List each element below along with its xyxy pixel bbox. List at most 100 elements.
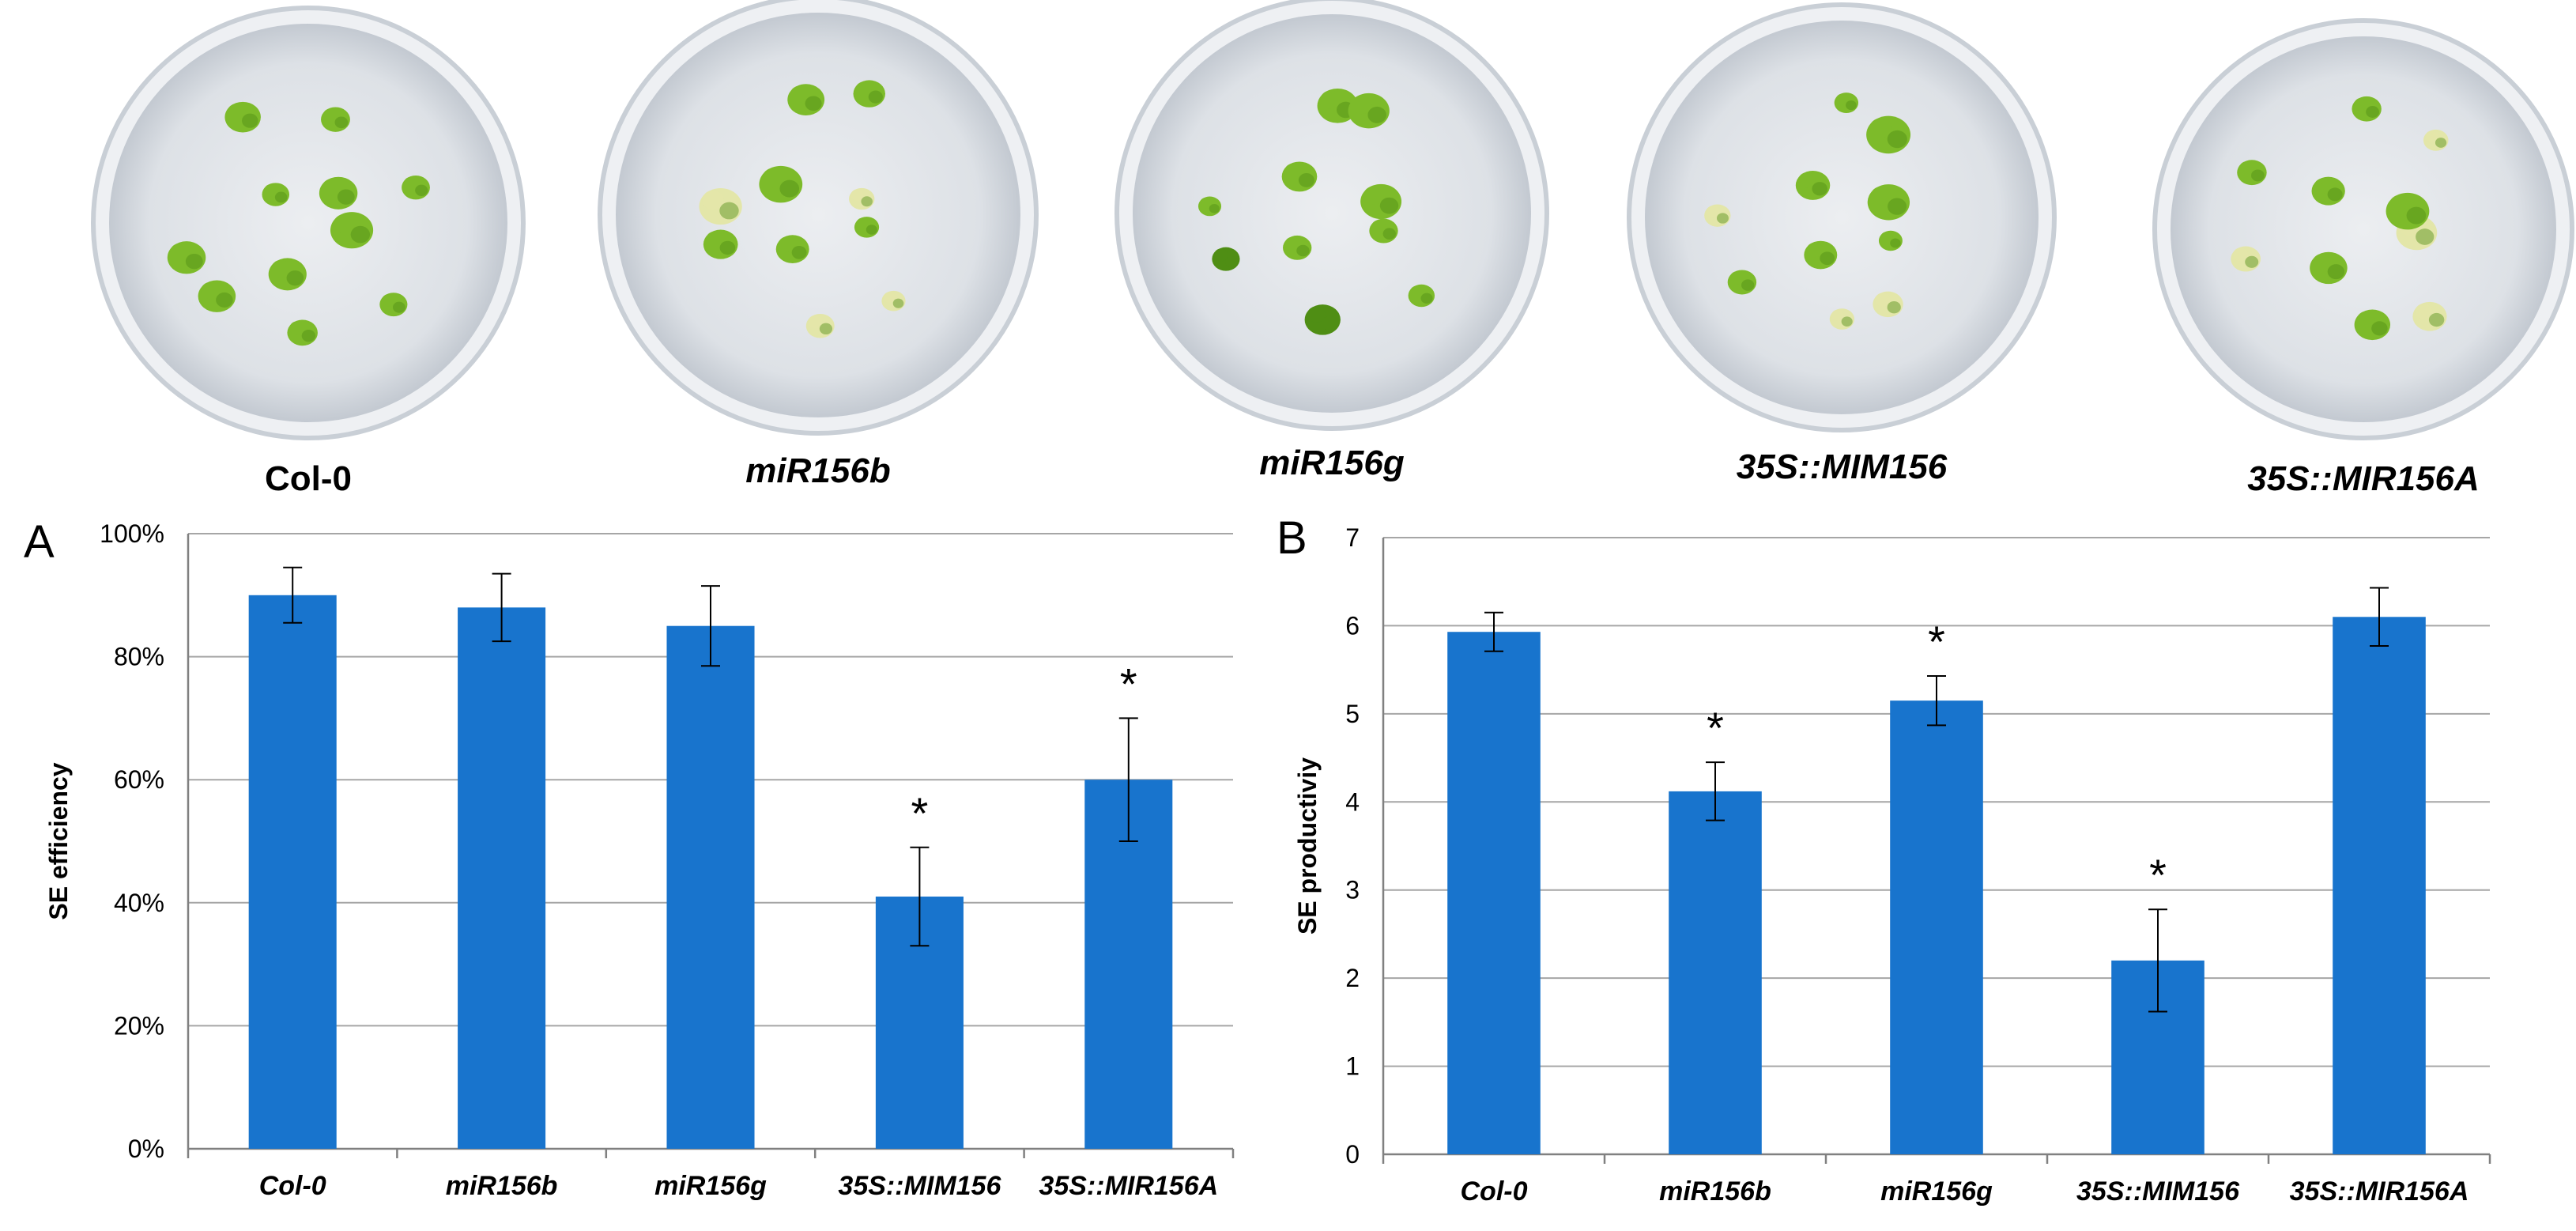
callus [1212, 247, 1240, 271]
chart-b-bar-0 [1447, 632, 1541, 1154]
chart-b-significance-3: * [2149, 850, 2167, 900]
callus [1304, 304, 1341, 335]
callus [1866, 115, 1911, 154]
callus [2231, 246, 2261, 272]
callus [881, 290, 906, 312]
callus [402, 175, 430, 200]
chart-b-category-label-2: miR156g [1880, 1176, 1993, 1206]
petri-dish-3 [1115, 0, 1549, 431]
callus [262, 183, 290, 206]
callus [703, 229, 738, 259]
plate-label-35s-mir156a: 35S::MIR156A [2247, 459, 2479, 498]
chart-a-ytick-3: 60% [114, 765, 164, 794]
chart-a-category-label-2: miR156g [654, 1171, 767, 1201]
callus [787, 84, 825, 116]
chart-a-ytick-0: 0% [128, 1135, 164, 1163]
chart-b-significance-1: * [1707, 703, 1724, 753]
callus [1408, 284, 1435, 308]
callus [2310, 251, 2348, 285]
chart-a-category-label-3: 35S::MIM156 [838, 1171, 1001, 1201]
chart-a-significance-3: * [911, 788, 929, 838]
callus [854, 217, 880, 238]
chart-b-ytick-2: 2 [1345, 964, 1360, 992]
plate-label-mir156g: miR156g [1259, 444, 1405, 482]
callus [1369, 218, 1398, 244]
callus [1795, 170, 1831, 200]
chart-a-ytick-1: 20% [114, 1011, 164, 1040]
chart-b-category-label-4: 35S::MIR156A [2290, 1176, 2469, 1206]
callus [321, 107, 350, 132]
plate-label-col0: Col-0 [265, 459, 352, 498]
callus [287, 319, 318, 346]
callus [805, 313, 835, 338]
chart-b-bar-4 [2333, 617, 2426, 1154]
chart-a-bar-0 [248, 595, 337, 1149]
petri-dish-medium [616, 13, 1020, 417]
callus [775, 235, 809, 263]
chart-a-category-label-4: 35S::MIR156A [1039, 1171, 1218, 1201]
callus [1727, 270, 1757, 295]
chart-a-ytick-2: 40% [114, 889, 164, 917]
petri-dish-1 [91, 6, 526, 440]
callus [2423, 129, 2449, 151]
callus [198, 280, 236, 312]
callus [2386, 192, 2430, 230]
callus [224, 101, 261, 133]
callus [853, 80, 885, 108]
callus [1873, 291, 1903, 318]
chart-b-bar-1 [1669, 791, 1762, 1154]
petri-dish-medium [1645, 21, 2039, 414]
petri-dish-medium [1133, 14, 1531, 413]
chart-b-ytick-5: 5 [1345, 700, 1360, 728]
chart-a-significance-4: * [1120, 659, 1137, 708]
chart-b-category-label-3: 35S::MIM156 [2076, 1176, 2240, 1206]
petri-dish-4 [1627, 2, 2057, 432]
petri-dish-5 [2152, 18, 2574, 440]
chart-a-ytick-4: 80% [114, 643, 164, 671]
callus [2352, 96, 2382, 122]
panel-letter-b: B [1277, 512, 1307, 564]
chart-b-ytick-3: 3 [1345, 876, 1360, 904]
callus [699, 188, 742, 225]
callus [1804, 240, 1838, 270]
chart-b-ylabel: SE productiviy [1293, 757, 1322, 935]
callus [849, 187, 875, 210]
callus [330, 212, 374, 249]
chart-a-ylabel: SE efficiency [44, 762, 73, 919]
petri-dish-photos [91, 0, 2574, 440]
chart-b-significance-2: * [1928, 617, 1945, 666]
petri-dish-medium [109, 24, 507, 422]
chart-b-category-label-0: Col-0 [1461, 1176, 1528, 1206]
callus [1829, 308, 1855, 330]
callus [1704, 204, 1731, 227]
callus [2237, 160, 2267, 186]
petri-dish-medium [2171, 36, 2556, 422]
petri-dish-2 [598, 0, 1039, 436]
callus [268, 258, 307, 291]
chart-a-category-label-1: miR156b [446, 1171, 558, 1201]
chart-a-se-efficiency: 0% 20% 40% 60% 80% 100% Col-0 miR156b miR156g 35S… [44, 519, 1235, 1201]
chart-b-ytick-1: 1 [1345, 1052, 1360, 1081]
callus [2311, 176, 2345, 206]
panel-letter-a: A [24, 516, 55, 568]
chart-a-bar-2 [666, 625, 755, 1149]
callus [1281, 161, 1318, 192]
callus [1834, 93, 1859, 113]
chart-a-bar-1 [458, 607, 546, 1149]
chart-b-category-label-1: miR156b [1659, 1176, 1771, 1206]
callus [2412, 301, 2447, 331]
callus [2354, 309, 2391, 341]
callus [1283, 235, 1312, 260]
chart-a-ytick-5: 100% [100, 519, 164, 548]
callus [167, 241, 206, 274]
plate-label-35s-mim156: 35S::MIM156 [1737, 447, 1948, 486]
callus [379, 293, 408, 317]
callus [1878, 230, 1903, 251]
callus [1867, 184, 1910, 221]
chart-b-ytick-6: 6 [1345, 611, 1360, 640]
callus [1197, 196, 1222, 217]
plate-label-mir156b: miR156b [745, 451, 890, 490]
callus [1348, 93, 1390, 129]
